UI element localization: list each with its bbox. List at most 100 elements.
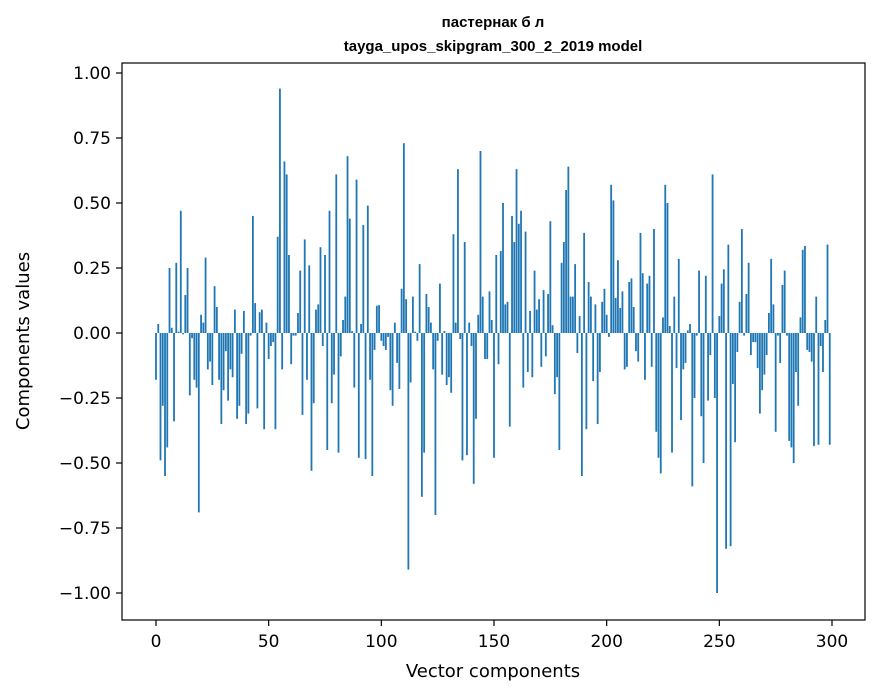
bar-93	[364, 333, 367, 460]
bar-113	[409, 333, 412, 383]
bar-27	[215, 307, 218, 333]
bar-189	[580, 333, 583, 476]
bar-19	[197, 333, 200, 513]
bar-194	[592, 333, 595, 382]
bar-165	[526, 333, 529, 372]
bar-153	[499, 251, 502, 333]
bar-94	[366, 205, 369, 333]
bar-131	[450, 333, 453, 393]
bar-193	[589, 296, 592, 333]
bar-218	[646, 283, 649, 333]
bar-275	[774, 333, 777, 432]
bar-50	[267, 333, 270, 359]
bar-14	[186, 268, 189, 333]
bar-207	[621, 291, 624, 333]
y-tick-label: 1.00	[73, 64, 111, 84]
bar-152	[497, 333, 500, 365]
bar-279	[783, 270, 786, 333]
bar-126	[439, 283, 441, 333]
bar-28	[218, 333, 220, 380]
bar-143	[477, 314, 480, 333]
y-tick-label: 0.25	[73, 259, 111, 279]
bar-251	[720, 283, 723, 333]
bar-52	[272, 333, 275, 343]
bar-136	[461, 333, 464, 461]
bar-134	[457, 169, 459, 333]
bar-196	[596, 333, 599, 424]
bar-46	[258, 312, 261, 333]
bar-23	[206, 333, 209, 370]
bar-271	[765, 333, 768, 356]
bar-159	[513, 242, 516, 333]
bar-182	[565, 190, 568, 333]
bar-227	[666, 203, 669, 333]
bar-298	[826, 244, 829, 333]
bar-78	[330, 333, 333, 404]
bars-group	[155, 88, 831, 593]
bar-290	[808, 333, 811, 352]
bar-25	[211, 333, 214, 385]
bar-242	[700, 333, 703, 417]
bar-204	[614, 297, 617, 333]
bar-213	[635, 333, 637, 352]
bar-32	[227, 333, 230, 401]
x-axis-label: Vector components	[406, 661, 580, 682]
bar-37	[238, 333, 241, 406]
bar-197	[599, 333, 601, 372]
bar-254	[727, 244, 730, 333]
bar-160	[515, 169, 518, 333]
bar-206	[619, 308, 622, 333]
bar-183	[567, 166, 570, 333]
bar-220	[650, 333, 653, 367]
bar-139	[468, 322, 471, 333]
bar-140	[470, 333, 473, 346]
bar-276	[777, 333, 779, 336]
bar-79	[333, 333, 335, 375]
chart-title-line-2: tayga_upos_skipgram_300_2_2019 model	[344, 38, 643, 55]
bar-13	[184, 295, 187, 333]
bar-239	[693, 333, 696, 398]
bar-161	[517, 223, 520, 333]
x-tick-label: 0	[151, 632, 162, 652]
bar-205	[617, 260, 619, 333]
bar-18	[195, 333, 198, 388]
bar-155	[504, 304, 507, 333]
bar-221	[653, 229, 655, 333]
bar-203	[612, 200, 615, 333]
bar-112	[407, 333, 410, 570]
bar-137	[463, 242, 466, 333]
bar-89	[355, 179, 358, 333]
bar-68	[308, 265, 311, 333]
bar-185	[571, 296, 574, 333]
bar-277	[779, 333, 782, 363]
bar-211	[630, 278, 633, 333]
bar-108	[398, 333, 401, 389]
bar-124	[434, 333, 437, 515]
bar-41	[247, 333, 250, 414]
bar-21	[202, 322, 205, 333]
bar-82	[339, 333, 342, 357]
bar-42	[249, 333, 252, 336]
bar-66	[303, 239, 306, 333]
bar-59	[288, 255, 290, 333]
bar-35	[233, 309, 236, 333]
bar-240	[695, 333, 698, 336]
bar-148	[488, 291, 491, 333]
bar-171	[540, 333, 543, 367]
bar-53	[274, 333, 277, 430]
bar-186	[574, 264, 577, 333]
x-tick-label: 100	[365, 632, 397, 652]
bar-247	[711, 174, 714, 333]
bar-55	[279, 88, 281, 333]
bar-114	[411, 296, 414, 333]
bar-282	[790, 333, 793, 448]
bar-235	[684, 333, 687, 363]
bar-34	[231, 333, 234, 378]
bar-121	[427, 307, 430, 333]
bar-100	[380, 333, 383, 341]
bar-115	[414, 331, 417, 333]
bar-147	[486, 333, 489, 359]
bar-261	[743, 333, 746, 336]
bar-281	[788, 333, 791, 441]
